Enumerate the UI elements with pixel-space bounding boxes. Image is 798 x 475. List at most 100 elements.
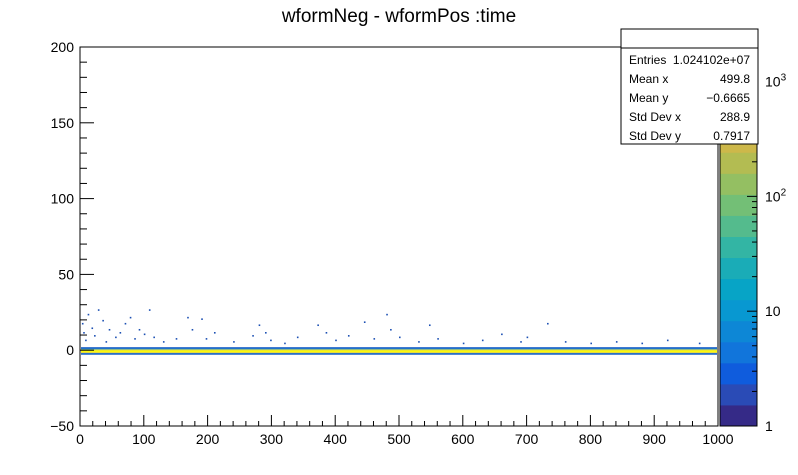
- x-tick-label: 300: [260, 431, 284, 447]
- spike-point: [363, 321, 366, 323]
- spike-point: [501, 333, 503, 336]
- colorbar-segment: [720, 299, 757, 322]
- spike-point: [347, 335, 350, 337]
- spike-point: [317, 324, 319, 327]
- stats-label-mean-x: Mean x: [629, 72, 668, 86]
- spike-point: [590, 342, 592, 345]
- stats-value-mean-x: 499.8: [720, 72, 750, 86]
- y-tick-label: 150: [51, 115, 75, 131]
- spike-point: [373, 338, 376, 340]
- x-tick-label: 1000: [702, 431, 733, 447]
- x-tick-label: 600: [451, 431, 475, 447]
- spike-point: [335, 339, 337, 342]
- core-band-peak-center: [81, 350, 717, 353]
- colorbar-segment: [720, 383, 757, 406]
- colorbar-tick-label: 10: [765, 303, 781, 319]
- scatter-spikes: [81, 309, 701, 345]
- spike-point: [284, 342, 286, 345]
- plot-area: [79, 46, 719, 427]
- colorbar-segment: [720, 152, 757, 174]
- x-tick-label: 0: [76, 431, 84, 447]
- colorbar-tick-exponent: 2: [781, 187, 787, 198]
- stats-value-entries: 1.024102e+07: [673, 53, 750, 67]
- spike-point: [148, 309, 151, 311]
- spike-point: [102, 319, 104, 322]
- spike-point: [87, 313, 90, 316]
- spike-point: [138, 328, 141, 331]
- core-band: [81, 347, 717, 355]
- x-tick-label: 900: [643, 431, 667, 447]
- stats-box: Entries 1.024102e+07 Mean x 499.8 Mean y…: [620, 28, 759, 145]
- spike-point: [213, 332, 216, 334]
- colorbar-segment: [720, 320, 757, 343]
- colorbar-segment: [720, 362, 757, 385]
- spike-point: [134, 338, 136, 340]
- spike-point: [201, 318, 203, 320]
- spike-point: [153, 336, 155, 339]
- spike-point: [418, 341, 420, 343]
- spike-point: [296, 336, 299, 339]
- plot-frame: [79, 46, 719, 427]
- colorbar-tick-exponent: 3: [781, 73, 787, 84]
- spike-point: [97, 309, 100, 311]
- colorbar-tick-base: 1: [765, 418, 773, 434]
- stats-box-frame: [620, 28, 759, 145]
- colorbar-segment: [720, 341, 757, 364]
- colorbar-segment: [720, 257, 757, 280]
- stats-label-mean-y: Mean y: [629, 91, 668, 105]
- spike-point: [191, 328, 194, 331]
- y-tick-label: −50: [50, 418, 74, 434]
- x-tick-label: 800: [579, 431, 603, 447]
- spike-point: [105, 341, 108, 343]
- y-tick-label: 200: [51, 39, 75, 55]
- y-tick-label: 100: [51, 191, 75, 207]
- spike-point: [129, 316, 132, 319]
- colorbar-segment: [720, 215, 757, 237]
- y-tick-label: 50: [58, 266, 74, 282]
- stats-label-std-dev-y: Std Dev y: [629, 129, 681, 143]
- spike-point: [481, 339, 484, 342]
- spike-point: [615, 341, 618, 343]
- spike-point: [83, 332, 85, 334]
- axes: 0 100 200 300 400 500 600 700 800 900 1000−5005010…: [50, 39, 734, 447]
- spike-point: [205, 338, 208, 340]
- spike-point: [252, 335, 254, 337]
- colorbar-segment: [720, 194, 757, 216]
- spike-point: [547, 322, 549, 325]
- spike-point: [462, 342, 465, 345]
- colorbar-tick-label: 102: [765, 187, 787, 204]
- y-tick-label: 0: [66, 342, 74, 358]
- spike-point: [520, 341, 522, 343]
- spike-point: [108, 328, 111, 331]
- spike-point: [437, 338, 439, 340]
- spike-point: [258, 324, 261, 327]
- spike-point: [641, 342, 644, 345]
- colorbar-segment: [720, 278, 757, 301]
- spike-point: [162, 341, 165, 343]
- spike-point: [564, 341, 567, 343]
- spike-point: [325, 332, 328, 334]
- spike-point: [386, 313, 388, 316]
- stats-value-mean-y: −0.6665: [706, 91, 750, 105]
- spike-point: [666, 339, 669, 342]
- colorbar-segment: [720, 404, 757, 427]
- x-tick-label: 500: [387, 431, 411, 447]
- colorbar-tick-label: 103: [765, 73, 787, 90]
- spike-point: [91, 327, 94, 330]
- x-tick-label: 400: [324, 431, 348, 447]
- colorbar-segment: [720, 236, 757, 259]
- stats-label-entries: Entries: [629, 53, 666, 67]
- x-tick-label: 100: [132, 431, 156, 447]
- spike-point: [428, 324, 431, 327]
- colorbar-tick-base: 10: [765, 74, 781, 90]
- spike-point: [233, 341, 235, 343]
- spike-point: [175, 338, 178, 340]
- colorbar-tick-label: 1: [765, 418, 773, 434]
- x-tick-label: 700: [515, 431, 539, 447]
- spike-point: [85, 339, 87, 342]
- stats-value-std-dev-x: 288.9: [720, 110, 750, 124]
- colorbar-tick-base: 10: [765, 188, 781, 204]
- spike-point: [187, 316, 189, 319]
- spike-point: [81, 322, 84, 325]
